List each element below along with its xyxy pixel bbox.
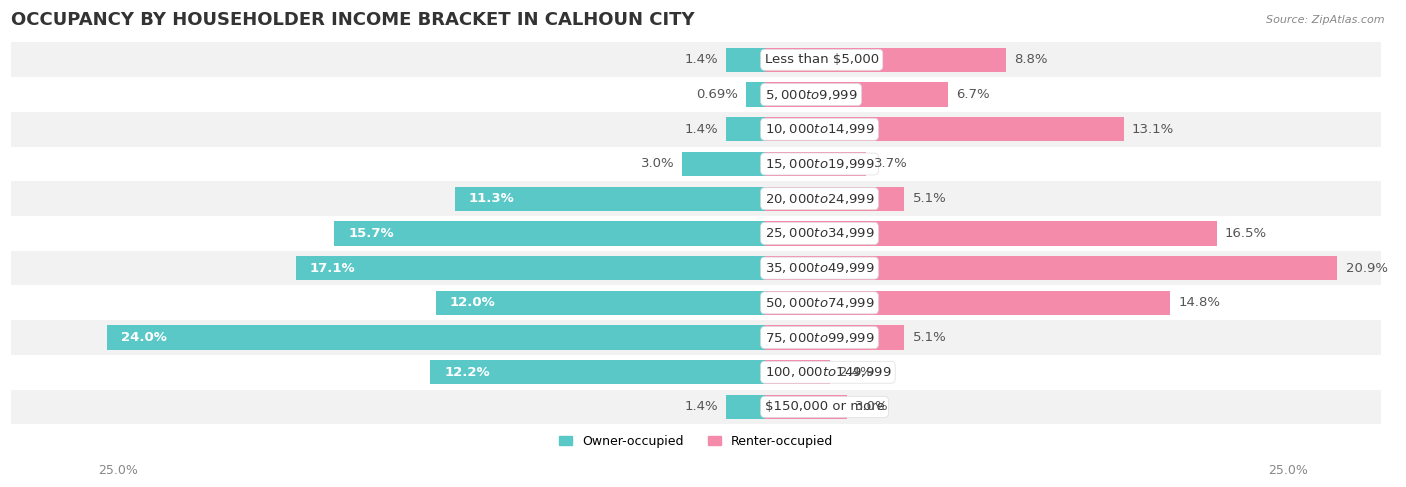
Bar — [765, 395, 846, 419]
Text: $20,000 to $24,999: $20,000 to $24,999 — [765, 192, 875, 206]
Bar — [765, 117, 1123, 141]
Text: 11.3%: 11.3% — [468, 192, 515, 205]
Text: OCCUPANCY BY HOUSEHOLDER INCOME BRACKET IN CALHOUN CITY: OCCUPANCY BY HOUSEHOLDER INCOME BRACKET … — [11, 11, 695, 29]
Text: 3.0%: 3.0% — [641, 157, 675, 170]
Bar — [682, 152, 765, 176]
Bar — [11, 355, 1381, 390]
Bar — [727, 48, 765, 72]
Text: 15.7%: 15.7% — [349, 227, 394, 240]
Text: $5,000 to $9,999: $5,000 to $9,999 — [765, 88, 858, 102]
Bar — [765, 325, 904, 350]
Bar — [107, 325, 765, 350]
Legend: Owner-occupied, Renter-occupied: Owner-occupied, Renter-occupied — [554, 430, 838, 452]
Bar — [436, 291, 765, 315]
Bar — [11, 181, 1381, 216]
Bar — [11, 147, 1381, 181]
Bar — [11, 77, 1381, 112]
Bar — [765, 360, 831, 384]
Bar — [297, 256, 765, 280]
Bar — [11, 320, 1381, 355]
Bar — [727, 117, 765, 141]
Text: 0.69%: 0.69% — [696, 88, 738, 101]
Text: 17.1%: 17.1% — [309, 262, 356, 275]
Text: 24.0%: 24.0% — [121, 331, 166, 344]
Bar — [11, 251, 1381, 285]
Text: 2.4%: 2.4% — [838, 366, 872, 379]
Text: Less than $5,000: Less than $5,000 — [765, 54, 879, 66]
Bar — [456, 187, 765, 211]
Text: 13.1%: 13.1% — [1132, 123, 1174, 136]
Text: 1.4%: 1.4% — [685, 123, 718, 136]
Text: 6.7%: 6.7% — [956, 88, 990, 101]
Text: 1.4%: 1.4% — [685, 400, 718, 413]
Text: $50,000 to $74,999: $50,000 to $74,999 — [765, 296, 875, 310]
Bar — [430, 360, 765, 384]
Text: 3.0%: 3.0% — [855, 400, 889, 413]
Bar — [745, 82, 765, 107]
Text: $100,000 to $149,999: $100,000 to $149,999 — [765, 365, 891, 379]
Text: 12.2%: 12.2% — [444, 366, 489, 379]
Bar — [11, 42, 1381, 77]
Bar — [765, 48, 1005, 72]
Bar — [11, 390, 1381, 424]
Bar — [11, 216, 1381, 251]
Text: Source: ZipAtlas.com: Source: ZipAtlas.com — [1267, 15, 1385, 25]
Text: 5.1%: 5.1% — [912, 331, 946, 344]
Bar — [11, 112, 1381, 147]
Bar — [765, 256, 1337, 280]
Text: $75,000 to $99,999: $75,000 to $99,999 — [765, 331, 875, 344]
Text: 14.8%: 14.8% — [1178, 296, 1220, 309]
Bar — [335, 221, 765, 245]
Text: 5.1%: 5.1% — [912, 192, 946, 205]
Bar — [765, 291, 1170, 315]
Text: $150,000 or more: $150,000 or more — [765, 400, 884, 413]
Text: $10,000 to $14,999: $10,000 to $14,999 — [765, 122, 875, 136]
Text: $35,000 to $49,999: $35,000 to $49,999 — [765, 261, 875, 275]
Text: 8.8%: 8.8% — [1014, 54, 1047, 66]
Text: 16.5%: 16.5% — [1225, 227, 1267, 240]
Text: 12.0%: 12.0% — [450, 296, 495, 309]
Text: 3.7%: 3.7% — [875, 157, 908, 170]
Text: 25.0%: 25.0% — [98, 464, 138, 477]
Bar — [765, 152, 866, 176]
Bar — [765, 221, 1216, 245]
Bar — [765, 187, 904, 211]
Text: 1.4%: 1.4% — [685, 54, 718, 66]
Text: $15,000 to $19,999: $15,000 to $19,999 — [765, 157, 875, 171]
Bar — [11, 285, 1381, 320]
Text: 20.9%: 20.9% — [1346, 262, 1388, 275]
Text: 25.0%: 25.0% — [1268, 464, 1308, 477]
Bar — [727, 395, 765, 419]
Bar — [765, 82, 948, 107]
Text: $25,000 to $34,999: $25,000 to $34,999 — [765, 226, 875, 241]
